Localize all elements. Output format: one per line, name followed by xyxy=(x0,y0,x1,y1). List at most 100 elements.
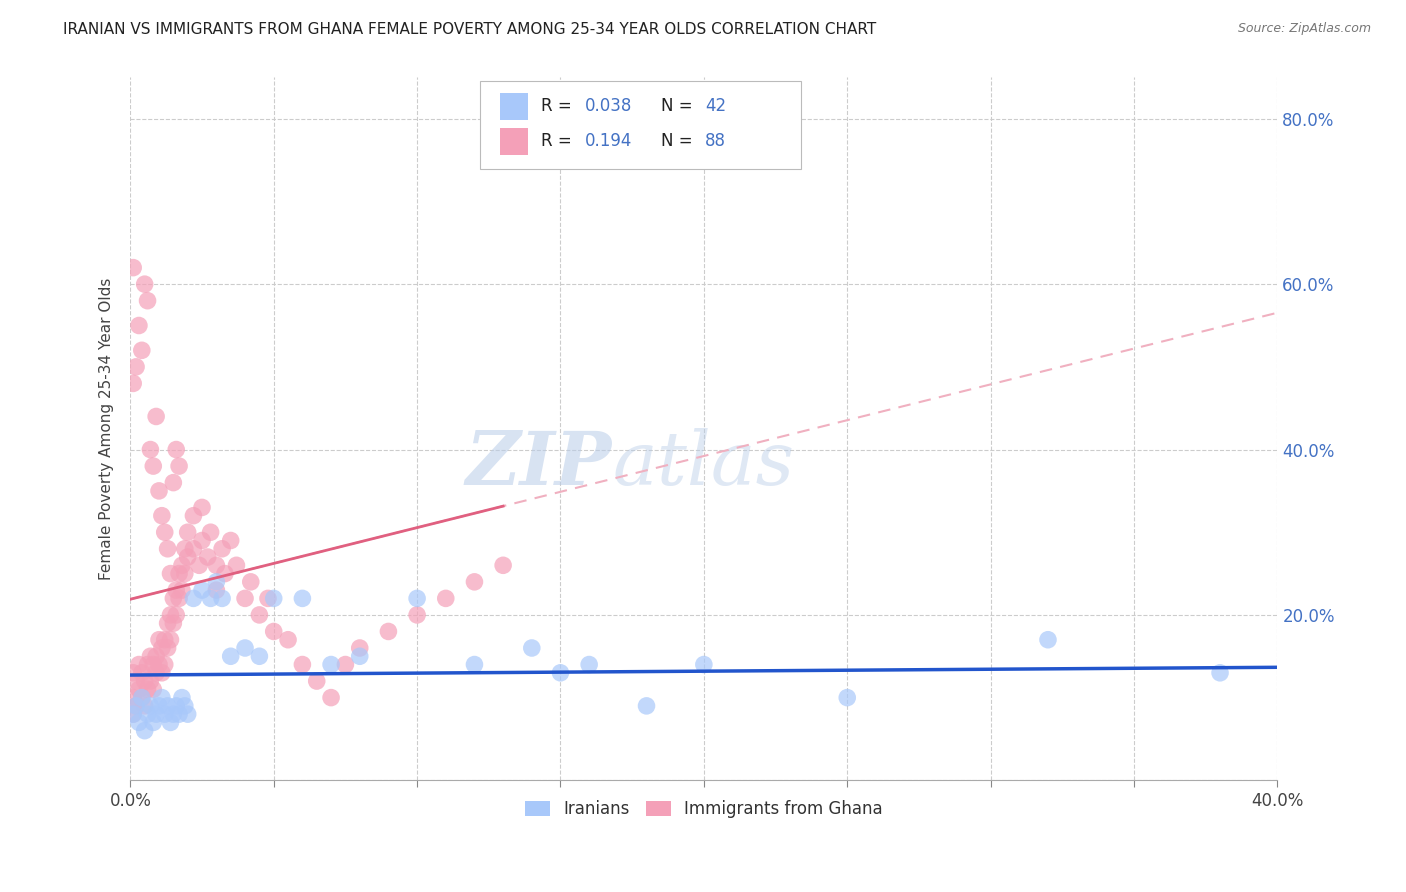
Point xyxy=(122,376,145,391)
Point xyxy=(167,707,190,722)
Point xyxy=(173,698,195,713)
Point xyxy=(142,682,165,697)
Legend: Iranians, Immigrants from Ghana: Iranians, Immigrants from Ghana xyxy=(517,793,890,825)
Point xyxy=(837,690,859,705)
Point xyxy=(156,640,179,655)
Point xyxy=(349,649,371,664)
Point xyxy=(134,674,156,689)
Point xyxy=(128,657,150,672)
Point xyxy=(136,293,159,308)
Point xyxy=(122,260,145,275)
Point xyxy=(162,591,184,606)
Point xyxy=(125,359,148,374)
Point xyxy=(176,549,198,564)
Point xyxy=(139,649,162,664)
Point xyxy=(156,698,179,713)
Point xyxy=(319,657,342,672)
Point xyxy=(150,690,173,705)
Point xyxy=(150,508,173,523)
Point xyxy=(176,707,198,722)
Point xyxy=(165,442,187,457)
Point xyxy=(578,657,600,672)
Text: 42: 42 xyxy=(704,97,725,115)
Point xyxy=(257,591,280,606)
Point xyxy=(291,657,314,672)
Point xyxy=(122,707,145,722)
FancyBboxPatch shape xyxy=(499,93,529,120)
Point xyxy=(550,665,572,680)
Point xyxy=(145,409,167,424)
Point xyxy=(636,698,658,713)
Point xyxy=(197,549,219,564)
Point xyxy=(463,574,485,589)
Point xyxy=(176,525,198,540)
Point xyxy=(153,657,176,672)
Point xyxy=(134,698,156,713)
Text: ZIP: ZIP xyxy=(465,428,612,500)
Point xyxy=(434,591,457,606)
Point xyxy=(159,566,181,581)
Point xyxy=(148,657,170,672)
Point xyxy=(211,541,233,556)
Point xyxy=(170,558,193,573)
Point xyxy=(125,698,148,713)
Point xyxy=(693,657,716,672)
Point xyxy=(263,624,285,639)
Point xyxy=(463,657,485,672)
Text: IRANIAN VS IMMIGRANTS FROM GHANA FEMALE POVERTY AMONG 25-34 YEAR OLDS CORRELATIO: IRANIAN VS IMMIGRANTS FROM GHANA FEMALE … xyxy=(63,22,876,37)
Point xyxy=(142,657,165,672)
Point xyxy=(159,632,181,647)
Point xyxy=(219,649,242,664)
Point xyxy=(183,508,205,523)
Point xyxy=(145,665,167,680)
Text: N =: N = xyxy=(661,97,699,115)
Point xyxy=(162,707,184,722)
Point xyxy=(406,591,429,606)
Point xyxy=(131,690,153,705)
Point xyxy=(165,583,187,598)
Point xyxy=(520,640,543,655)
Point xyxy=(205,558,228,573)
Point xyxy=(145,707,167,722)
Point xyxy=(291,591,314,606)
Point xyxy=(139,698,162,713)
Point xyxy=(200,591,222,606)
Point xyxy=(142,459,165,474)
Point xyxy=(136,682,159,697)
Point xyxy=(131,665,153,680)
Point xyxy=(128,682,150,697)
Point xyxy=(131,690,153,705)
Point xyxy=(153,707,176,722)
Point xyxy=(125,698,148,713)
Point xyxy=(134,723,156,738)
Point xyxy=(145,649,167,664)
Text: 0.194: 0.194 xyxy=(585,132,631,151)
Point xyxy=(305,674,328,689)
Point xyxy=(153,525,176,540)
Text: 0.038: 0.038 xyxy=(585,97,631,115)
Point xyxy=(122,707,145,722)
Point xyxy=(159,607,181,622)
Point xyxy=(183,591,205,606)
Point xyxy=(122,690,145,705)
Point xyxy=(173,566,195,581)
Point xyxy=(191,583,214,598)
Point xyxy=(162,616,184,631)
Point xyxy=(131,343,153,358)
Point xyxy=(1036,632,1059,647)
Point xyxy=(191,500,214,515)
Point xyxy=(136,657,159,672)
Point xyxy=(162,475,184,490)
Point xyxy=(136,707,159,722)
Point xyxy=(173,541,195,556)
Point xyxy=(214,566,236,581)
Point xyxy=(165,607,187,622)
Point xyxy=(211,591,233,606)
Point xyxy=(122,665,145,680)
Text: R =: R = xyxy=(541,132,576,151)
Point xyxy=(139,674,162,689)
Point xyxy=(263,591,285,606)
Point xyxy=(165,698,187,713)
Point xyxy=(205,583,228,598)
Point xyxy=(219,533,242,548)
